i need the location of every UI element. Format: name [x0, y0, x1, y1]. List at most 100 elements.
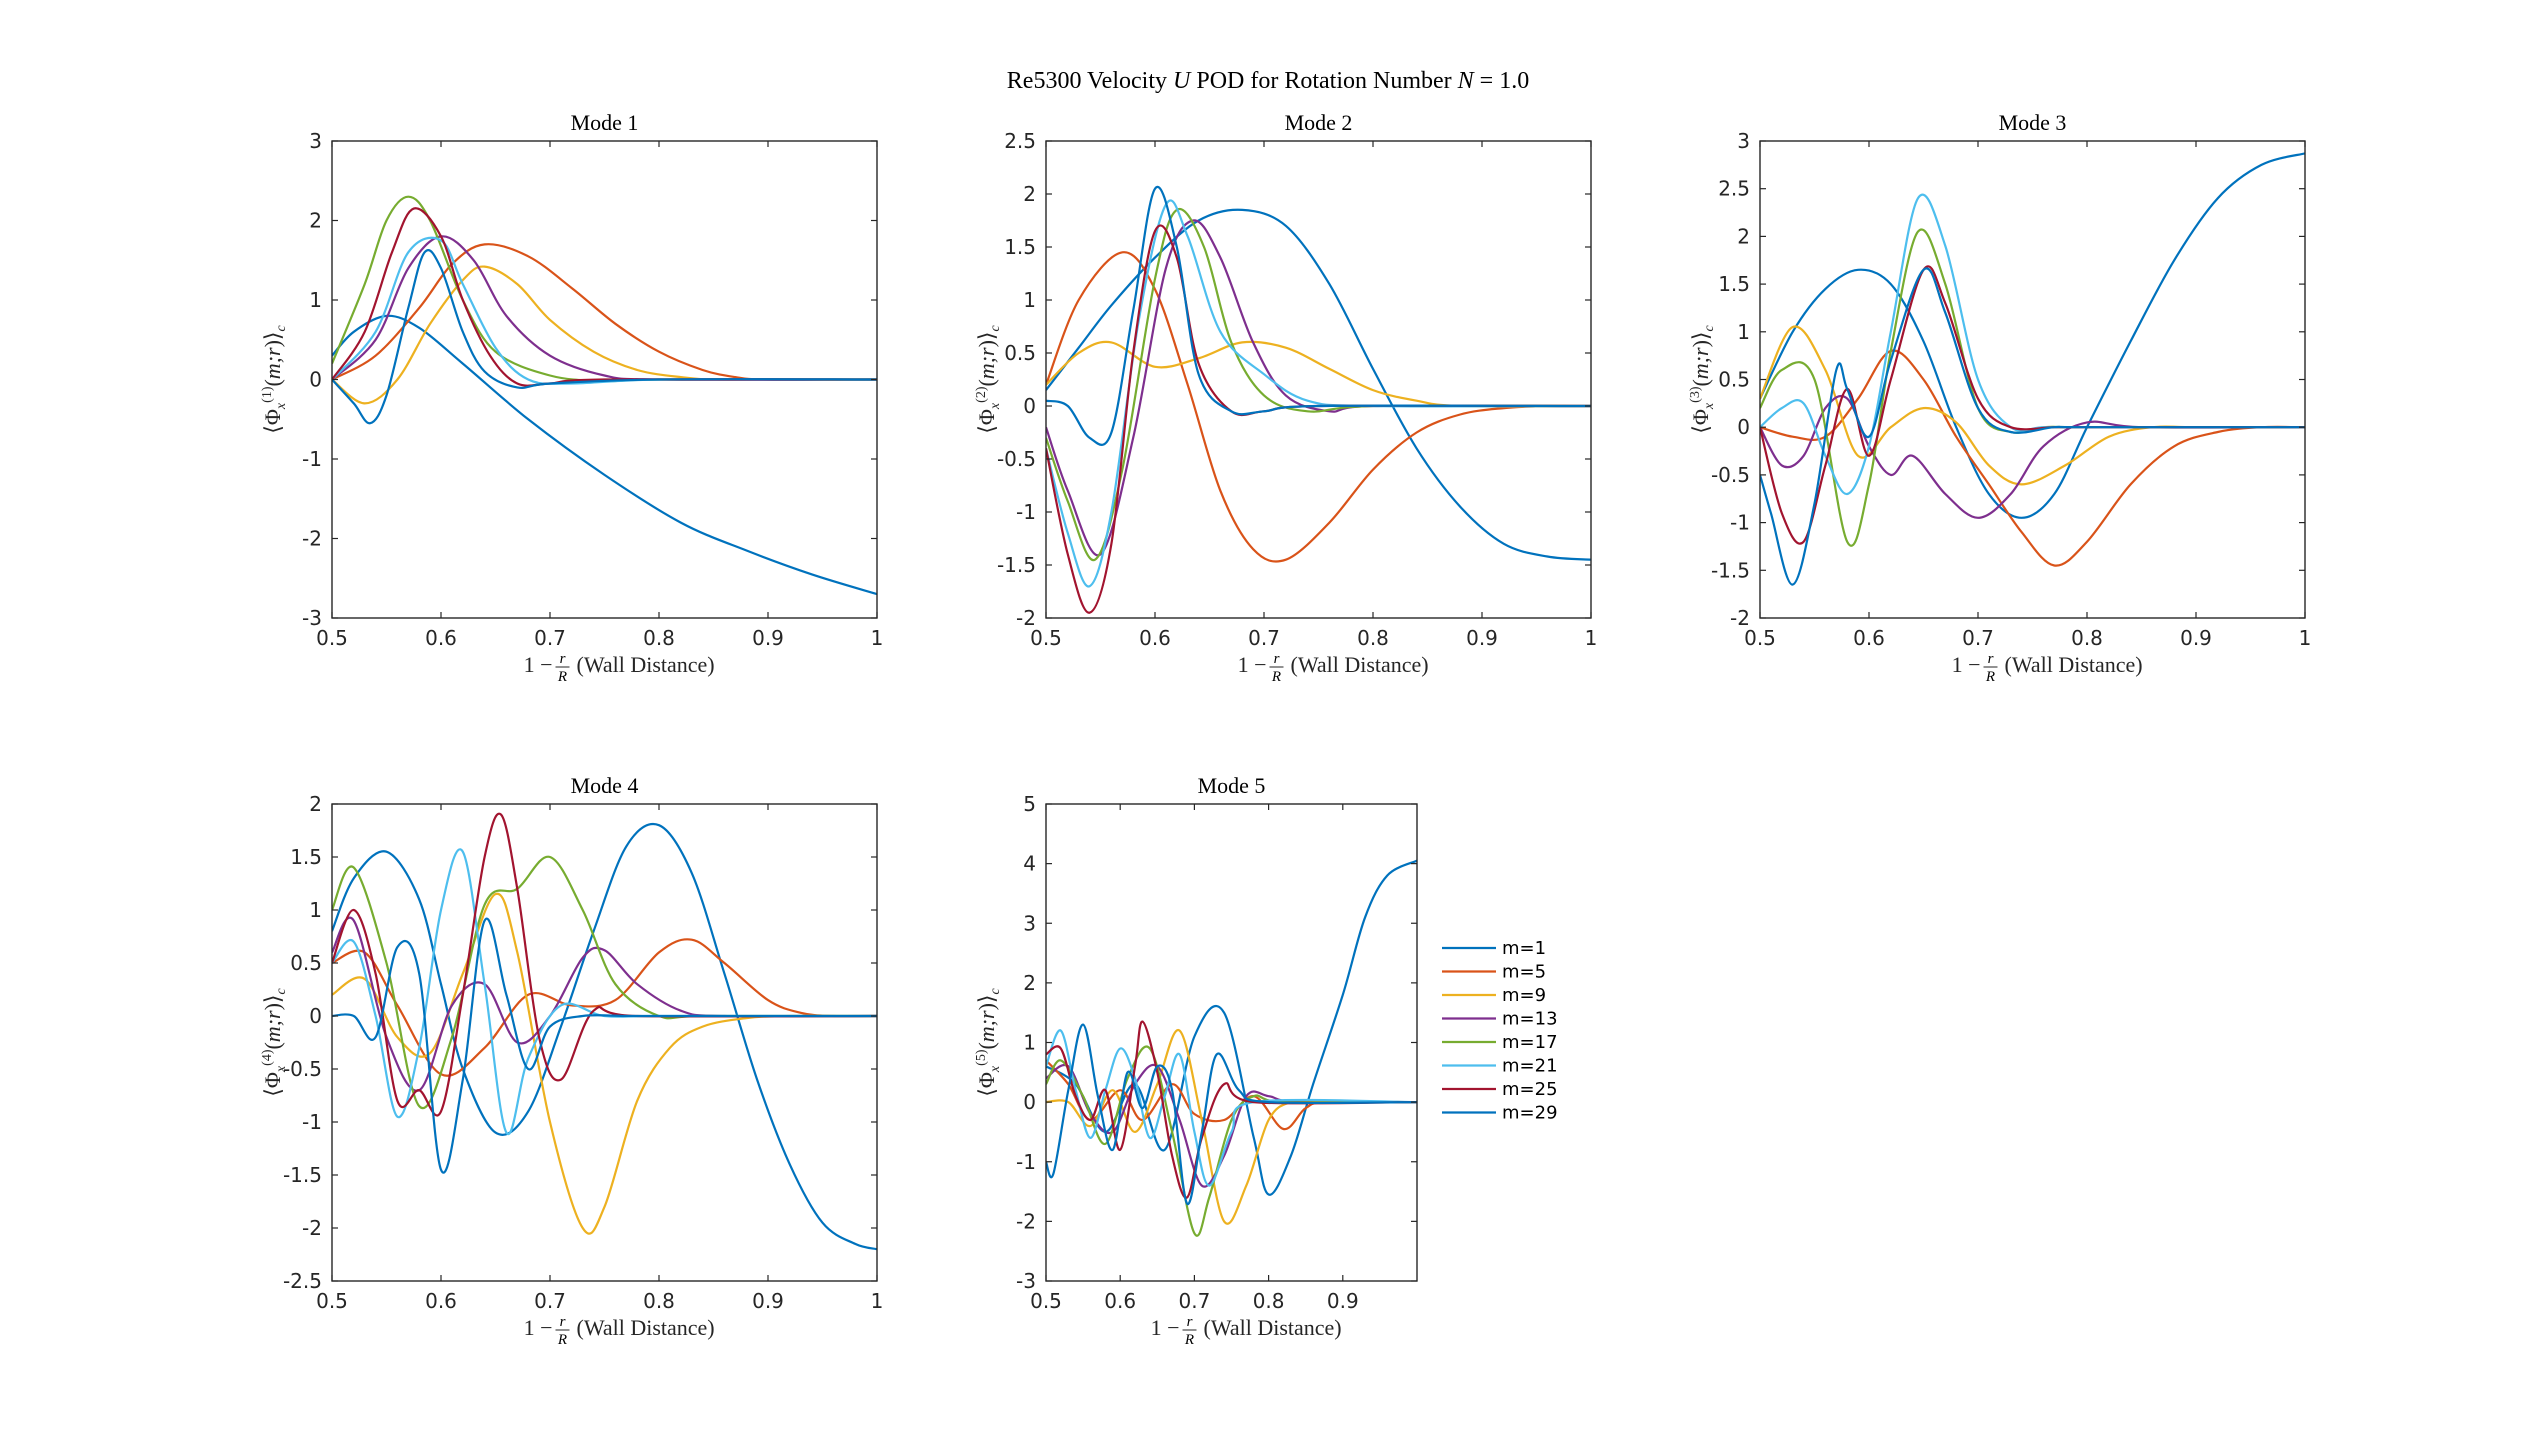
series-group	[332, 195, 877, 596]
y-tick-label: 3	[309, 129, 322, 153]
legend-entry: m=17	[1442, 1032, 1558, 1053]
svg-text:(Wall Distance): (Wall Distance)	[577, 652, 715, 677]
subplot-mode-3: 0.5 0.6 0.7 0.8 0.9 1 -2 -1.5 -1 -0.5 0 0.5 1 1.5 2 2.5…	[1688, 110, 2311, 685]
series-line-m17	[1046, 1045, 1417, 1237]
legend-entry: m=9	[1442, 985, 1546, 1006]
y-tick-label: 1	[1023, 288, 1036, 312]
y-tick-label: 1.5	[1718, 272, 1750, 296]
y-tick-label: -1	[1016, 1150, 1036, 1174]
y-tick-label: 0	[1023, 1090, 1036, 1114]
y-tick-label: 2.5	[1718, 177, 1750, 201]
series-line-m29	[1046, 1023, 1417, 1205]
x-tick-label: 0.5	[1030, 626, 1062, 650]
x-tick-label: 1	[1585, 626, 1598, 650]
subplot-title: Mode 5	[1198, 773, 1266, 798]
x-tick-label: 0.5	[1030, 1289, 1062, 1313]
x-tick-label: 0.9	[752, 626, 784, 650]
svg-text:1 −: 1 −	[524, 1315, 553, 1340]
x-tick-label: 1	[871, 1289, 884, 1313]
y-tick-label: -3	[302, 606, 322, 630]
legend-label: m=5	[1502, 962, 1546, 983]
series-group	[1760, 152, 2305, 586]
legend-entry: m=5	[1442, 962, 1546, 983]
svg-text:1 −: 1 −	[524, 652, 553, 677]
y-tick-label: 2	[309, 792, 322, 816]
svg-text:(Wall Distance): (Wall Distance)	[577, 1315, 715, 1340]
series-line-m1	[332, 823, 877, 1251]
x-tick-label: 0.8	[2071, 626, 2103, 650]
y-tick-label: 3	[1023, 911, 1036, 935]
x-tick-label: 0.9	[1466, 626, 1498, 650]
y-tick-label: 3	[1737, 129, 1750, 153]
legend-label: m=17	[1502, 1032, 1558, 1053]
subplot-mode-2: 0.5 0.6 0.7 0.8 0.9 1 -2 -1.5 -1 -0.5 0 0.5 1 1.5 2 2.5…	[974, 110, 1597, 685]
axes-box	[331, 803, 878, 1282]
legend-label: m=21	[1502, 1056, 1558, 1077]
series-line-m25	[1760, 265, 2305, 545]
y-tick-label: 1	[1023, 1031, 1036, 1055]
x-axis-label: 1 − rR (Wall Distance)	[1151, 1314, 1342, 1348]
series-line-m13	[1760, 394, 2305, 519]
svg-text:r: r	[560, 651, 566, 667]
series-line-m25	[332, 207, 877, 387]
y-tick-label: -1.5	[283, 1163, 322, 1187]
legend-entry: m=13	[1442, 1009, 1558, 1030]
x-tick-label: 0.6	[425, 626, 457, 650]
series-line-m25	[332, 812, 877, 1117]
series-line-m29	[332, 917, 877, 1174]
x-tick-label: 1	[2299, 626, 2312, 650]
legend: m=1 m=5m=9 m=13m=17 m=21m=25 m=29	[1436, 930, 1586, 1134]
x-tick-label: 0.9	[752, 1289, 784, 1313]
series-line-m21	[1760, 193, 2305, 496]
svg-text:R: R	[1271, 669, 1281, 685]
x-tick-label: 0.7	[1962, 626, 1994, 650]
svg-text:r: r	[560, 1314, 566, 1330]
series-group	[332, 812, 877, 1251]
y-tick-label: -0.5	[997, 447, 1036, 471]
y-tick-label: -0.5	[1711, 463, 1750, 487]
series-line-m1	[1046, 859, 1417, 1196]
x-tick-label: 0.5	[316, 626, 348, 650]
y-tick-label: -1.5	[997, 553, 1036, 577]
series-line-m1	[1046, 208, 1591, 561]
y-tick-label: -1.5	[1711, 558, 1750, 582]
series-line-m5	[1760, 349, 2305, 567]
x-tick-label: 0.8	[1357, 626, 1389, 650]
subplot-mode-5: 0.5 0.6 0.7 0.8 0.9 -3 -2 -1 0 1 2 3 4 5 Mode 5 1 − rR (W…	[974, 773, 1418, 1348]
y-tick-label: -1	[302, 447, 322, 471]
legend-label: m=9	[1502, 985, 1546, 1006]
y-tick-label: 2	[1737, 224, 1750, 248]
x-tick-label: 1	[871, 626, 884, 650]
x-tick-label: 0.8	[643, 1289, 675, 1313]
svg-text:R: R	[557, 669, 567, 685]
y-tick-label: -3	[1016, 1269, 1036, 1293]
series-line-m5	[1046, 251, 1591, 563]
series-line-m29	[1760, 267, 2305, 586]
svg-text:r: r	[1988, 651, 1994, 667]
y-tick-label: -2	[302, 1216, 322, 1240]
y-axis-label: ⟨Φx(1)(m;r)⟩c	[260, 324, 289, 433]
y-tick-label: 0.5	[290, 951, 322, 975]
y-tick-label: 1	[1737, 320, 1750, 344]
legend-label: m=1	[1502, 938, 1546, 959]
x-tick-label: 0.6	[425, 1289, 457, 1313]
series-line-m1	[1760, 152, 2305, 519]
series-line-m9	[1046, 340, 1591, 408]
x-tick-label: 0.6	[1139, 626, 1171, 650]
series-line-m29	[332, 249, 877, 425]
svg-text:R: R	[1985, 669, 1995, 685]
y-tick-label: 0	[309, 368, 322, 392]
series-line-m25	[1046, 224, 1591, 614]
svg-text:(Wall Distance): (Wall Distance)	[2005, 652, 2143, 677]
y-tick-label: 5	[1023, 792, 1036, 816]
title-val: = 1.0	[1474, 68, 1530, 94]
subplot-mode-4: 0.5 0.6 0.7 0.8 0.9 1 -2.5 -2 -1.5 -1 -0.5 0 0.5 1 1.5…	[260, 773, 883, 1348]
y-tick-label: -2	[1730, 606, 1750, 630]
y-axis-label: ⟨Φx(5)(m;r)⟩c	[974, 987, 1003, 1096]
x-tick-label: 0.9	[1327, 1289, 1359, 1313]
subplot-title: Mode 4	[571, 773, 639, 798]
svg-text:r: r	[1187, 1314, 1193, 1330]
series-line-m5	[332, 938, 877, 1077]
title-eq: N	[1457, 68, 1476, 94]
